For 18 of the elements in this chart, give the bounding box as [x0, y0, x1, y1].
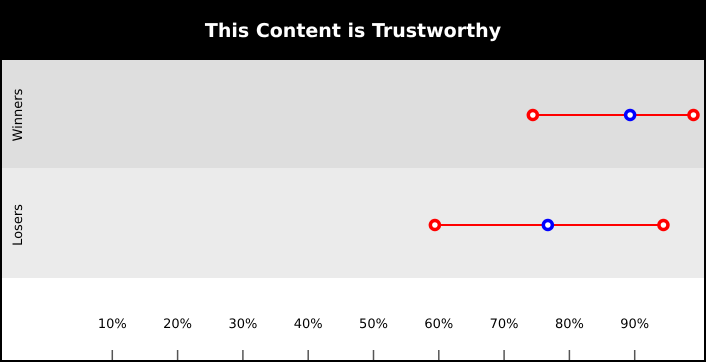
point — [526, 108, 540, 122]
x-tick-label: 60% — [424, 317, 454, 332]
x-tick-label: 20% — [163, 317, 192, 332]
x-tick-label: 40% — [294, 317, 323, 332]
point — [542, 218, 554, 232]
point — [624, 108, 636, 122]
point — [687, 108, 700, 122]
x-tick-label: 30% — [228, 317, 258, 332]
point — [657, 218, 670, 232]
y-tick-label: Losers — [11, 204, 26, 246]
x-tick-label: 50% — [359, 317, 388, 332]
x-tick-label: 70% — [490, 317, 519, 332]
chart-title: This Content is Trustworthy — [2, 2, 704, 60]
x-tick-label: 80% — [554, 317, 584, 332]
point — [428, 218, 442, 232]
y-tick-label: Winners — [11, 88, 26, 142]
x-tick-label: 10% — [98, 317, 127, 332]
x-tick-label: 90% — [620, 317, 650, 332]
